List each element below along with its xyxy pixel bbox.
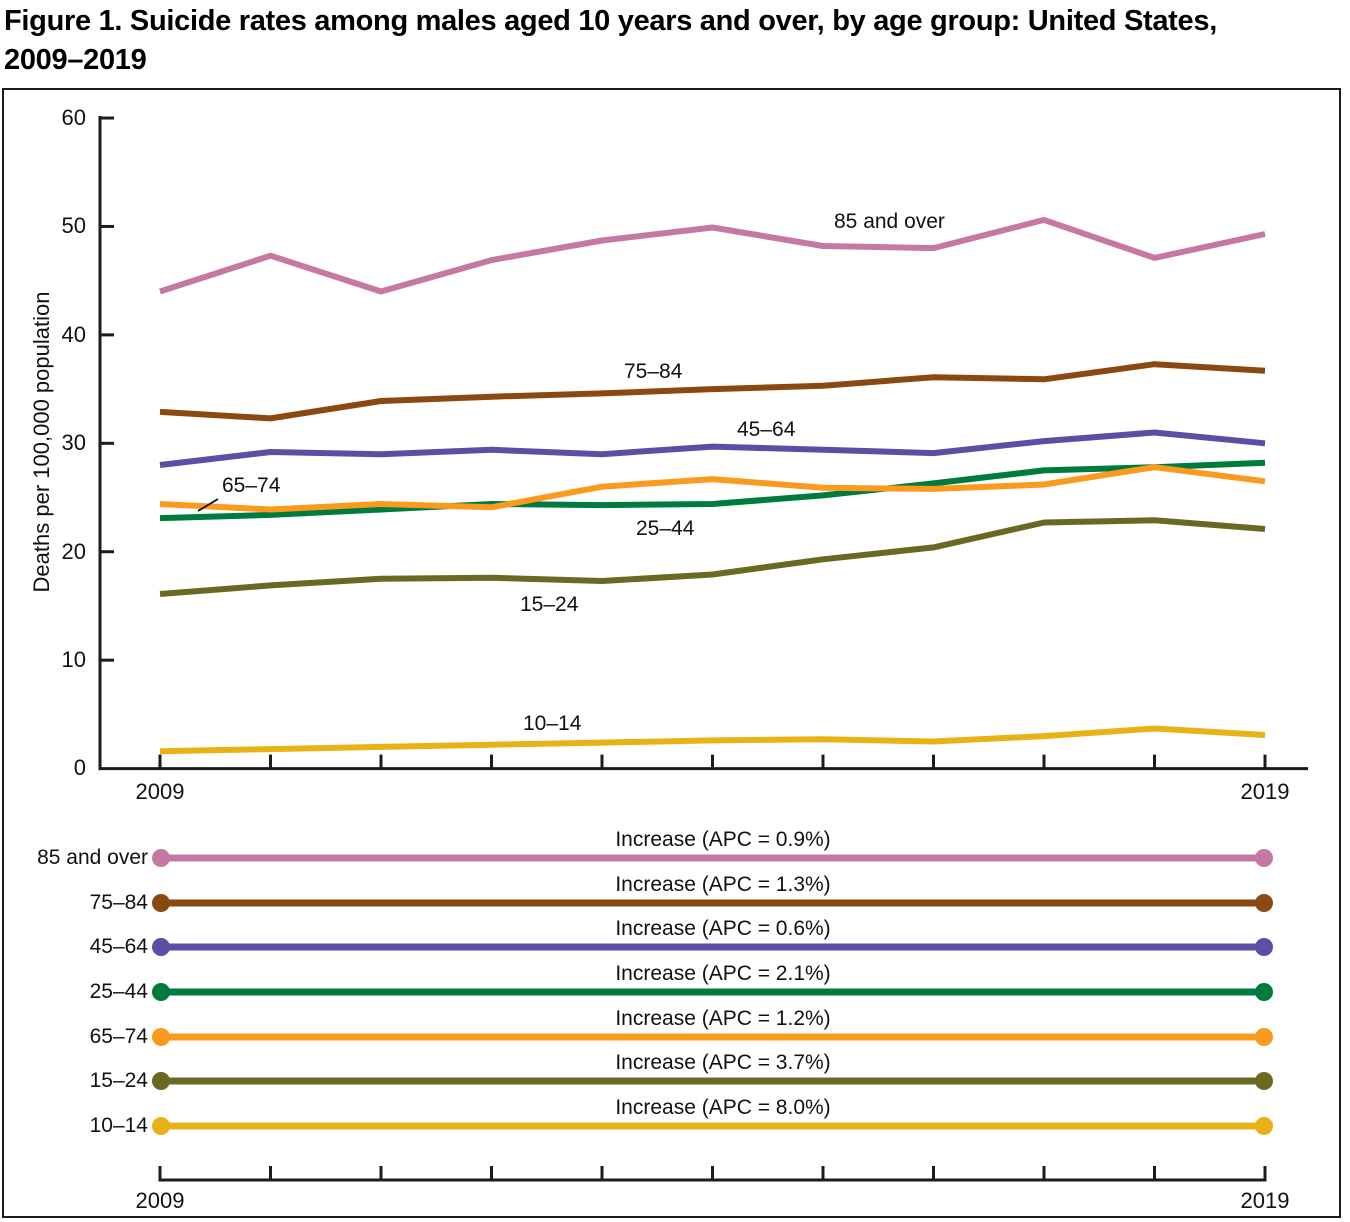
series-line-75-84 [159, 361, 1266, 422]
legend-dot-left-45-64 [152, 938, 170, 956]
annotation-85-and-over: 85 and over [834, 210, 945, 233]
y-tick-label-10: 10 [61, 647, 86, 672]
legend-dot-left-75-84 [152, 894, 170, 912]
legend-apc-label-85-and-over: Increase (APC = 0.9%) [615, 828, 831, 851]
figure-title: Figure 1. Suicide rates among males aged… [4, 2, 1334, 80]
legend-apc-label-15-24: Increase (APC = 3.7%) [615, 1051, 831, 1074]
legend-age-label-10-14: 10–14 [89, 1114, 148, 1137]
series-line-15-24 [159, 517, 1266, 597]
y-axis-label: Deaths per 100,000 population [29, 291, 54, 593]
y-tick-label-60: 60 [61, 105, 86, 130]
legend-apc-label-10-14: Increase (APC = 8.0%) [615, 1096, 831, 1119]
x-tick-label-2009: 2009 [135, 779, 185, 804]
legend-age-label-75-84: 75–84 [89, 891, 148, 914]
annotation-25-44: 25–44 [636, 517, 695, 540]
legend-age-label-85-and-over: 85 and over [37, 846, 148, 869]
y-tick-label-40: 40 [61, 322, 86, 347]
annotation-75-84: 75–84 [624, 360, 683, 383]
legend-dot-left-10-14 [152, 1117, 170, 1135]
annotation-45-64: 45–64 [737, 418, 796, 441]
series-line-10-14 [159, 725, 1266, 755]
legend-age-label-45-64: 45–64 [89, 935, 148, 958]
y-tick-label-0: 0 [73, 755, 86, 780]
y-tick-label-20: 20 [61, 539, 86, 564]
legend-dot-left-65-74 [152, 1028, 170, 1046]
legend-dot-right-75-84 [1255, 894, 1273, 912]
figure-border [2, 88, 1341, 1218]
x-tick-label-2019: 2019 [1240, 779, 1290, 804]
annotation-65-74: 65–74 [222, 474, 281, 497]
figure-title-line1: Figure 1. Suicide rates among males aged… [4, 5, 1217, 37]
legend-dot-right-25-44 [1255, 983, 1273, 1001]
series-line-85-and-over [159, 216, 1266, 295]
figure-title-line2: 2009–2019 [4, 44, 147, 76]
legend-dot-right-10-14 [1255, 1117, 1273, 1135]
series-line-25-44 [159, 459, 1266, 522]
legend-apc-label-45-64: Increase (APC = 0.6%) [615, 917, 831, 940]
legend-dot-right-85-and-over [1255, 849, 1273, 867]
legend-apc-label-75-84: Increase (APC = 1.3%) [615, 873, 831, 896]
legend-dot-right-65-74 [1255, 1028, 1273, 1046]
legend-x-tick-label-2019: 2019 [1240, 1188, 1290, 1213]
annotation-15-24: 15–24 [520, 593, 579, 616]
legend-dot-left-15-24 [152, 1072, 170, 1090]
legend-dot-left-85-and-over [152, 849, 170, 867]
legend-x-tick-label-2009: 2009 [135, 1188, 185, 1213]
legend-age-label-65-74: 65–74 [89, 1025, 148, 1048]
legend-age-label-25-44: 25–44 [89, 980, 148, 1003]
annotation-10-14: 10–14 [523, 712, 582, 735]
legend-dot-left-25-44 [152, 983, 170, 1001]
legend-apc-label-65-74: Increase (APC = 1.2%) [615, 1007, 831, 1030]
legend-age-label-15-24: 15–24 [89, 1069, 148, 1092]
y-tick-label-30: 30 [61, 430, 86, 455]
legend-dot-right-45-64 [1255, 938, 1273, 956]
series-line-45-64 [159, 429, 1266, 468]
series-line-65-74 [159, 464, 1266, 513]
y-tick-label-50: 50 [61, 213, 86, 238]
legend-dot-right-15-24 [1255, 1072, 1273, 1090]
legend-apc-label-25-44: Increase (APC = 2.1%) [615, 962, 831, 985]
annotation-65-74-callout-line [197, 498, 219, 512]
